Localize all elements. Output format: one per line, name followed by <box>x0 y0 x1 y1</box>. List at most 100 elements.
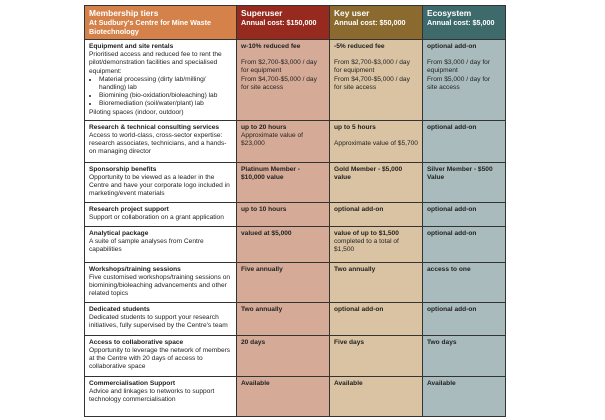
tier-cell: up to 20 hours Approximate value of $23,0… <box>236 119 330 163</box>
tier-cell: optional add-on <box>329 301 423 336</box>
tier-value: optional add-on <box>334 205 384 213</box>
feature-title: Analytical package <box>89 229 149 237</box>
bullet-item: Biomining (bio-oxidation/bioleaching) la… <box>99 92 232 100</box>
tier-cell: optional add-on <box>422 225 506 263</box>
bullet-item: Material processing (dirty lab/milling/ … <box>99 76 232 92</box>
tier-cell: 20 days <box>236 334 330 377</box>
tier-cell: value of up to $1,500 completed to a tota… <box>329 225 423 263</box>
tier-cell: Five days <box>329 334 423 377</box>
tier-cost: Annual cost: $5,000 <box>427 18 495 27</box>
header-title-cell: Membership tiers At Sudbury's Centre for … <box>84 5 237 40</box>
tier-value: Available <box>334 379 363 387</box>
tier-cell: optional add-on <box>329 201 423 227</box>
feature-title: Sponsorship benefits <box>89 165 157 173</box>
feature-title: Research project support <box>89 205 169 213</box>
tier-value: value of up to $1,500 <box>334 229 399 237</box>
table-row: Research & technical consulting services… <box>84 119 506 163</box>
tier-cell: up to 5 hours Approximate value of $5,700 <box>329 119 423 163</box>
table-row: Equipment and site rentals Prioritised ac… <box>84 39 506 121</box>
tier-cell: Two days <box>422 334 506 377</box>
table-row: Dedicated students Dedicated students to … <box>84 301 506 336</box>
header-key-user: Key user Annual cost: $50,000 <box>329 5 423 40</box>
table-subtitle: At Sudbury's Centre for Mine Waste Biote… <box>89 18 212 36</box>
tier-value: optional add-on <box>427 229 477 237</box>
tier-cell: up to 10 hours <box>236 201 330 227</box>
header-row: Membership tiers At Sudbury's Centre for … <box>84 5 506 40</box>
tier-detail: From $4,700-$5,000 / day for site access <box>241 75 317 91</box>
tier-cell: Available <box>329 375 423 417</box>
tier-cell: -5% reduced fee From $2,700-$3,000 / day … <box>329 39 423 121</box>
tier-cell: valued at $5,000 <box>236 225 330 263</box>
table-row: Analytical package A suite of sample anal… <box>84 225 506 263</box>
header-superuser: Superuser Annual cost: $150,000 <box>236 5 330 40</box>
tier-detail: From $5,000 / day for site access <box>427 75 491 91</box>
tier-value: up to 5 hours <box>334 123 376 131</box>
tier-value: Two days <box>427 338 457 346</box>
feature-cell: Commercialisation Support Advice and link… <box>84 375 237 417</box>
tier-cost: Annual cost: $50,000 <box>334 18 406 27</box>
tier-detail: From $2,700-$3,000 / day for equipment <box>334 59 410 75</box>
table-title: Membership tiers <box>89 8 159 18</box>
tier-cell: optional add-on <box>422 119 506 163</box>
tier-detail: completed to a total of $1,500 <box>334 238 399 254</box>
feature-description: Prioritised access and reduced fee to re… <box>89 51 222 75</box>
table-row: Sponsorship benefits Opportunity to be vi… <box>84 161 506 203</box>
tier-cell: optional add-on <box>422 201 506 227</box>
tier-cost: Annual cost: $150,000 <box>241 18 317 27</box>
tier-name: Ecosystem <box>427 8 472 18</box>
tier-value: optional add-on <box>427 43 477 50</box>
tier-value: Available <box>427 379 456 387</box>
tier-value: access to one <box>427 265 471 273</box>
feature-cell: Sponsorship benefits Opportunity to be vi… <box>84 161 237 203</box>
tier-value: w-10% reduced fee <box>241 43 301 50</box>
table-row: Workshops/training sessions Five customis… <box>84 261 506 303</box>
tier-name: Key user <box>334 8 370 18</box>
tier-value: up to 10 hours <box>241 205 287 213</box>
membership-tiers-table: Membership tiers At Sudbury's Centre for … <box>84 5 506 417</box>
tier-value: Silver Member - $500 Value <box>427 165 493 182</box>
tier-value: 20 days <box>241 338 266 346</box>
feature-cell: Equipment and site rentals Prioritised ac… <box>84 39 237 121</box>
tier-value: valued at $5,000 <box>241 229 292 237</box>
table-row: Access to collaborative space Opportunity… <box>84 334 506 377</box>
table-row: Research project support Support or colla… <box>84 201 506 227</box>
tier-value: Platinum Member - $10,000 value <box>241 165 300 182</box>
feature-title: Equipment and site rentals <box>89 43 174 50</box>
tier-value: Gold Member - $5,000 value <box>334 165 403 182</box>
tier-value: Five days <box>334 338 365 346</box>
tier-name: Superuser <box>241 8 283 18</box>
tier-cell: Two annually <box>329 261 423 303</box>
tier-cell: access to one <box>422 261 506 303</box>
tier-value: Two annually <box>334 265 376 273</box>
tier-cell: w-10% reduced fee From $2,700-$3,000 / da… <box>236 39 330 121</box>
feature-cell: Access to collaborative space Opportunity… <box>84 334 237 377</box>
tier-value: optional add-on <box>427 123 477 131</box>
tier-value: -5% reduced fee <box>334 43 385 50</box>
feature-description: Support or collaboration on a grant appl… <box>89 214 224 222</box>
feature-title: Research & technical consulting services <box>89 123 220 131</box>
tier-cell: Platinum Member - $10,000 value <box>236 161 330 203</box>
tier-cell: Silver Member - $500 Value <box>422 161 506 203</box>
tier-value: optional add-on <box>427 205 477 213</box>
feature-description: Dedicated students to support your resea… <box>89 314 228 330</box>
feature-title: Dedicated students <box>89 305 150 313</box>
feature-cell: Workshops/training sessions Five customis… <box>84 261 237 303</box>
tier-cell: Gold Member - $5,000 value <box>329 161 423 203</box>
bullet-item: Bioremediation (soil/water/plant) lab <box>99 100 232 108</box>
feature-description: A suite of sample analyses from Centre c… <box>89 238 204 254</box>
feature-cell: Analytical package A suite of sample anal… <box>84 225 237 263</box>
tier-cell: optional add-on <box>422 301 506 336</box>
feature-title: Access to collaborative space <box>89 338 184 346</box>
tier-value: Available <box>241 379 270 387</box>
tier-detail: From $3,000 / day for equipment <box>427 59 491 75</box>
tier-cell: Available <box>422 375 506 417</box>
tier-cell: Available <box>236 375 330 417</box>
tier-value: up to 20 hours <box>241 123 287 131</box>
feature-description: Five customised workshops/training sessi… <box>89 274 231 298</box>
table-row: Commercialisation Support Advice and link… <box>84 375 506 417</box>
tier-value: Five annually <box>241 265 283 273</box>
feature-description: Opportunity to leverage the network of m… <box>89 347 231 371</box>
feature-note: Piloting spaces (indoor, outdoor) <box>89 108 184 116</box>
feature-cell: Research project support Support or colla… <box>84 201 237 227</box>
header-ecosystem: Ecosystem Annual cost: $5,000 <box>422 5 506 40</box>
